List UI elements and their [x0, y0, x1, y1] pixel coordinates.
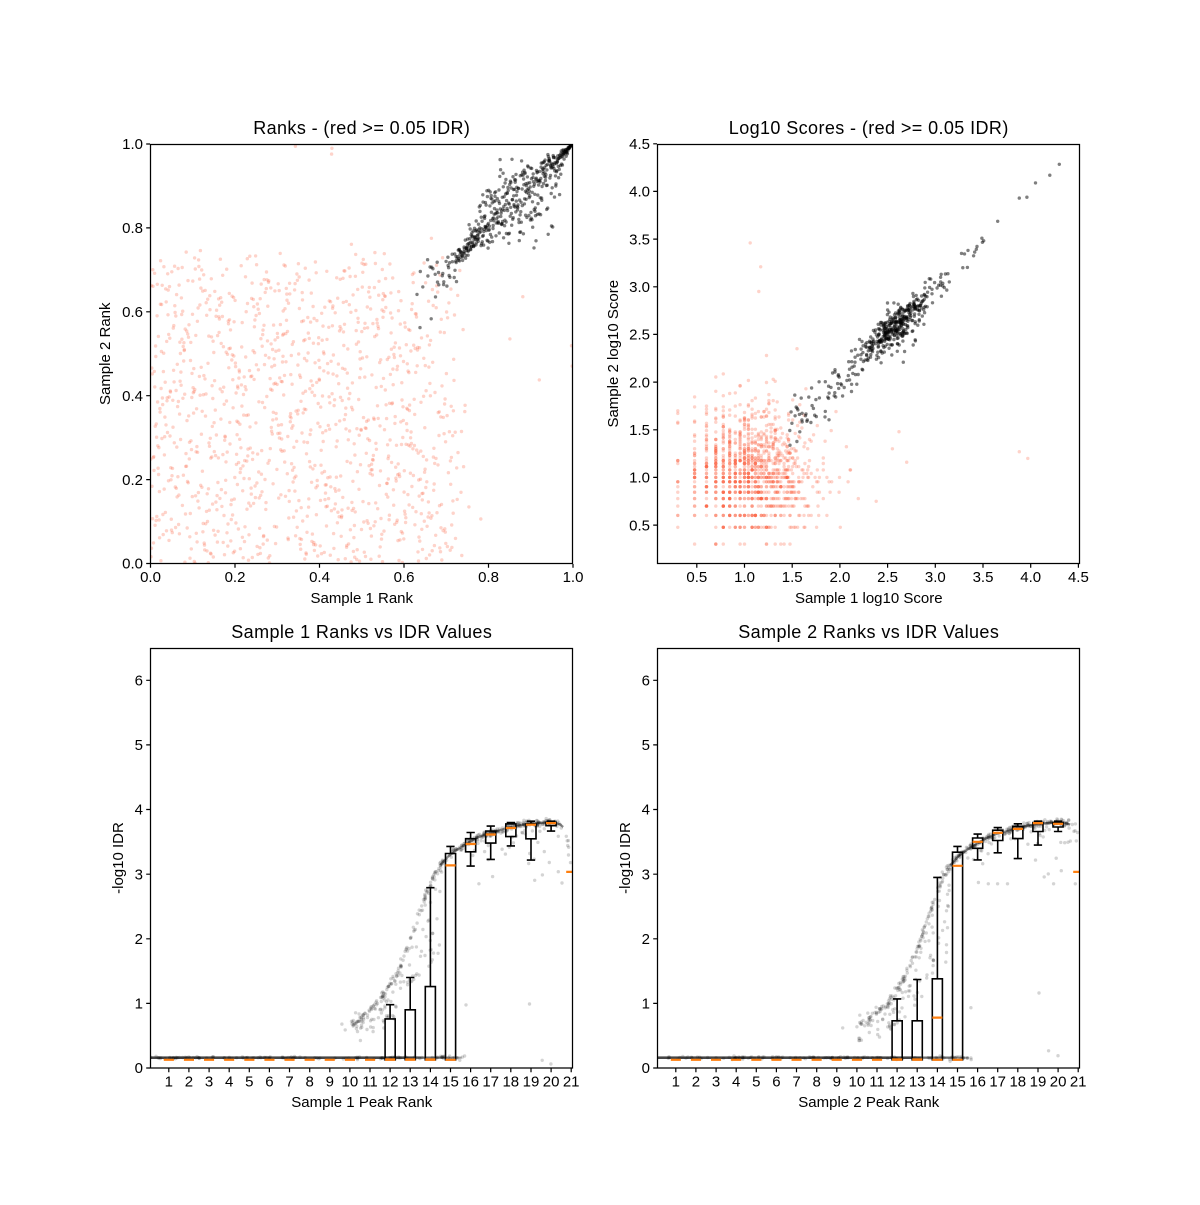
svg-text:15: 15: [442, 1074, 459, 1091]
svg-text:-log10 IDR: -log10 IDR: [617, 822, 634, 894]
svg-text:9: 9: [326, 1074, 334, 1091]
svg-text:18: 18: [1009, 1074, 1026, 1091]
svg-text:3.5: 3.5: [973, 569, 994, 586]
svg-text:8: 8: [813, 1074, 821, 1091]
svg-text:3: 3: [135, 866, 143, 883]
svg-text:4.0: 4.0: [1020, 569, 1041, 586]
svg-text:2: 2: [692, 1074, 700, 1091]
svg-text:3: 3: [205, 1074, 213, 1091]
svg-text:Sample 1 Ranks vs IDR Values: Sample 1 Ranks vs IDR Values: [231, 622, 492, 642]
svg-text:1.0: 1.0: [734, 569, 755, 586]
svg-text:-log10 IDR: -log10 IDR: [110, 822, 127, 894]
svg-text:3.0: 3.0: [925, 569, 946, 586]
svg-text:0.0: 0.0: [122, 556, 143, 573]
svg-text:10: 10: [342, 1074, 359, 1091]
svg-text:3: 3: [642, 866, 650, 883]
svg-text:18: 18: [502, 1074, 519, 1091]
svg-text:Sample 2 Ranks vs IDR Values: Sample 2 Ranks vs IDR Values: [738, 622, 999, 642]
svg-text:13: 13: [909, 1074, 926, 1091]
svg-text:0.6: 0.6: [394, 569, 415, 586]
svg-text:4.5: 4.5: [1068, 569, 1089, 586]
svg-text:0.8: 0.8: [478, 569, 499, 586]
svg-text:19: 19: [1030, 1074, 1047, 1091]
svg-text:8: 8: [306, 1074, 314, 1091]
svg-text:1: 1: [165, 1074, 173, 1091]
svg-text:5: 5: [245, 1074, 253, 1091]
svg-text:4: 4: [732, 1074, 740, 1091]
svg-text:2.5: 2.5: [629, 327, 650, 344]
svg-text:21: 21: [563, 1074, 580, 1091]
svg-text:6: 6: [772, 1074, 780, 1091]
svg-text:2.0: 2.0: [629, 374, 650, 391]
svg-text:20: 20: [543, 1074, 560, 1091]
svg-text:1: 1: [135, 996, 143, 1013]
svg-text:Sample 2 Rank: Sample 2 Rank: [97, 302, 114, 405]
svg-text:17: 17: [482, 1074, 499, 1091]
svg-text:Sample 2 log10 Score: Sample 2 log10 Score: [605, 280, 622, 428]
svg-text:7: 7: [792, 1074, 800, 1091]
svg-text:14: 14: [422, 1074, 439, 1091]
svg-text:0.4: 0.4: [309, 569, 330, 586]
svg-text:6: 6: [135, 673, 143, 690]
svg-text:0.5: 0.5: [629, 517, 650, 534]
svg-text:15: 15: [949, 1074, 966, 1091]
svg-text:10: 10: [849, 1074, 866, 1091]
svg-text:0.0: 0.0: [140, 569, 161, 586]
svg-text:2: 2: [135, 931, 143, 948]
svg-text:14: 14: [929, 1074, 946, 1091]
svg-text:7: 7: [285, 1074, 293, 1091]
svg-text:4.0: 4.0: [629, 184, 650, 201]
svg-text:6: 6: [642, 673, 650, 690]
svg-text:2: 2: [185, 1074, 193, 1091]
svg-text:12: 12: [382, 1074, 399, 1091]
svg-text:4: 4: [225, 1074, 233, 1091]
svg-text:20: 20: [1050, 1074, 1067, 1091]
svg-text:3.0: 3.0: [629, 279, 650, 296]
svg-text:11: 11: [362, 1074, 378, 1091]
svg-text:3.5: 3.5: [629, 231, 650, 248]
svg-text:3: 3: [712, 1074, 720, 1091]
svg-text:5: 5: [642, 737, 650, 754]
svg-text:Sample 1 log10 Score: Sample 1 log10 Score: [795, 590, 943, 607]
svg-text:1.5: 1.5: [629, 422, 650, 439]
svg-text:1.0: 1.0: [629, 470, 650, 487]
svg-text:6: 6: [265, 1074, 273, 1091]
svg-text:0: 0: [642, 1060, 650, 1077]
svg-text:19: 19: [523, 1074, 540, 1091]
svg-text:2.5: 2.5: [877, 569, 898, 586]
svg-text:11: 11: [869, 1074, 885, 1091]
svg-text:0.8: 0.8: [122, 220, 143, 237]
svg-text:0.2: 0.2: [122, 472, 143, 489]
svg-text:Ranks - (red >= 0.05 IDR): Ranks - (red >= 0.05 IDR): [253, 118, 470, 138]
svg-text:13: 13: [402, 1074, 419, 1091]
svg-text:Sample 2 Peak Rank: Sample 2 Peak Rank: [798, 1094, 939, 1111]
svg-text:17: 17: [989, 1074, 1006, 1091]
svg-text:0.4: 0.4: [122, 388, 143, 405]
svg-text:0.2: 0.2: [225, 569, 246, 586]
svg-text:9: 9: [833, 1074, 841, 1091]
svg-text:1.5: 1.5: [782, 569, 803, 586]
svg-text:5: 5: [752, 1074, 760, 1091]
svg-text:0.5: 0.5: [686, 569, 707, 586]
svg-text:0.6: 0.6: [122, 304, 143, 321]
svg-text:Log10 Scores - (red >= 0.05 ID: Log10 Scores - (red >= 0.05 IDR): [729, 118, 1009, 138]
svg-text:12: 12: [889, 1074, 906, 1091]
svg-text:4: 4: [135, 802, 143, 819]
svg-text:5: 5: [135, 737, 143, 754]
svg-text:16: 16: [969, 1074, 986, 1091]
svg-text:1.0: 1.0: [563, 569, 584, 586]
svg-text:Sample 1 Peak Rank: Sample 1 Peak Rank: [291, 1094, 432, 1111]
svg-text:1: 1: [672, 1074, 680, 1091]
svg-text:0: 0: [135, 1060, 143, 1077]
svg-text:2: 2: [642, 931, 650, 948]
svg-text:2.0: 2.0: [829, 569, 850, 586]
svg-text:1: 1: [642, 996, 650, 1013]
svg-text:1.0: 1.0: [122, 136, 143, 153]
svg-text:21: 21: [1070, 1074, 1087, 1091]
svg-text:4.5: 4.5: [629, 136, 650, 153]
svg-text:Sample 1 Rank: Sample 1 Rank: [310, 590, 413, 607]
svg-text:4: 4: [642, 802, 650, 819]
svg-text:16: 16: [462, 1074, 479, 1091]
